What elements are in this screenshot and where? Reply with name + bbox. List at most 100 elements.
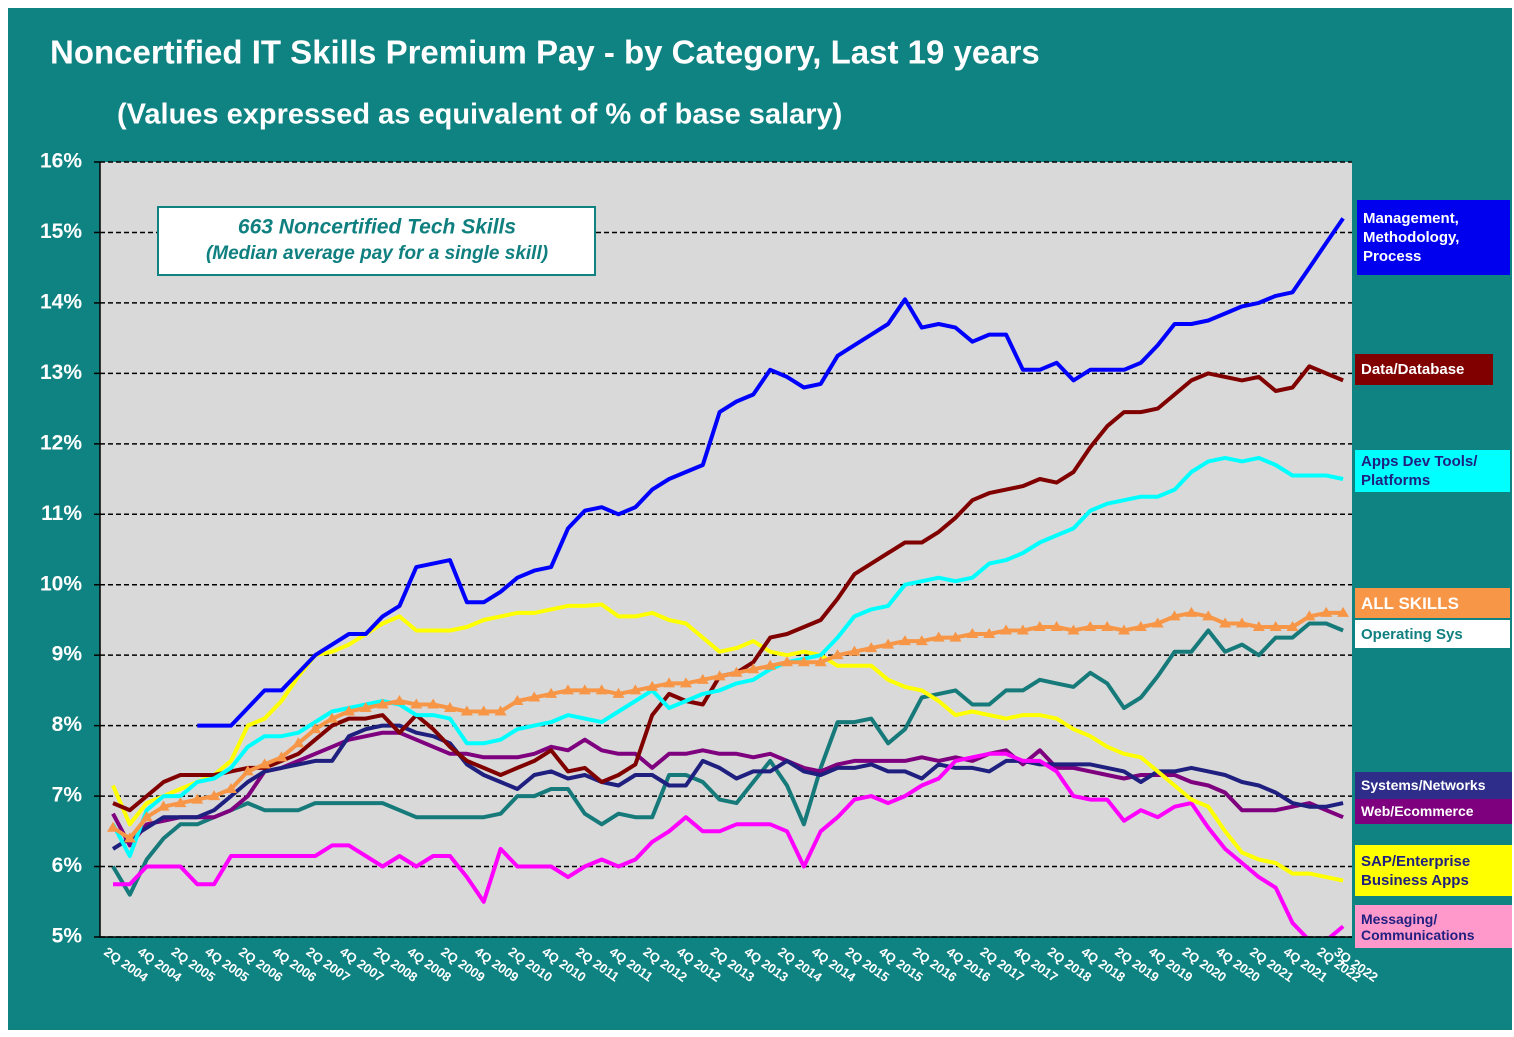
y-tick-label: 13% — [40, 361, 82, 384]
series-marker — [1016, 624, 1029, 635]
series-marker — [1000, 624, 1013, 635]
series-marker — [848, 645, 861, 656]
series-line — [111, 723, 1344, 851]
y-tick-label: 9% — [52, 643, 83, 666]
series-marker — [966, 628, 979, 639]
annotation: 663 Noncertified Tech Skills — [238, 216, 516, 239]
series-marker — [1303, 610, 1316, 621]
series-marker — [309, 723, 322, 734]
series-line — [197, 217, 1345, 728]
y-tick-label: 8% — [52, 713, 83, 736]
series-marker — [983, 628, 996, 639]
series-marker — [157, 800, 170, 811]
y-tick-label: 6% — [52, 854, 83, 877]
series-line — [111, 621, 1344, 897]
series-marker — [174, 797, 187, 808]
series-marker — [781, 656, 793, 667]
series-marker — [1067, 624, 1080, 635]
legend-label: Management, Methodology, Process — [1357, 200, 1510, 275]
grid — [100, 161, 1352, 938]
series-marker — [561, 684, 574, 695]
legend-label: Operating Sys — [1355, 620, 1510, 648]
series-marker — [1235, 617, 1248, 628]
annotation-box — [157, 206, 596, 276]
series-marker — [713, 670, 726, 681]
chart-title: Noncertified IT Skills Premium Pay - by … — [50, 34, 1040, 71]
chart-subtitle: (Values expressed as equivalent of % of … — [117, 99, 842, 131]
plot-area — [100, 162, 1352, 937]
series-marker — [444, 702, 456, 713]
series-marker — [646, 680, 659, 691]
y-tick-label: 7% — [52, 784, 83, 807]
series-line — [111, 455, 1344, 858]
series-marker — [1084, 621, 1097, 631]
series-marker — [814, 656, 827, 667]
series-marker — [1101, 621, 1114, 631]
series-marker — [898, 635, 911, 646]
series-marker — [342, 705, 355, 716]
series-marker — [595, 684, 608, 695]
series-marker — [1202, 610, 1215, 621]
series-marker — [393, 694, 406, 705]
series-marker — [460, 705, 473, 716]
legend-label: Data/Database — [1355, 354, 1493, 385]
series-marker — [1134, 621, 1147, 631]
legend-label: Web/Ecommerce — [1355, 799, 1512, 824]
y-tick-label: 15% — [40, 220, 82, 243]
y-tick-label: 14% — [40, 290, 82, 313]
series-marker — [663, 677, 676, 688]
series-marker — [747, 663, 760, 674]
series-marker — [764, 659, 777, 670]
series-marker — [258, 758, 271, 769]
series-marker — [831, 649, 844, 660]
series-marker — [1252, 621, 1265, 631]
series-marker — [140, 811, 153, 822]
series-marker — [797, 656, 810, 667]
series-marker — [477, 705, 490, 716]
series-marker — [376, 698, 389, 709]
legend-label: SAP/Enterprise Business Apps — [1355, 845, 1512, 896]
series-marker — [915, 635, 928, 646]
series-marker — [359, 702, 372, 713]
series-marker — [326, 712, 339, 723]
series-marker — [528, 691, 541, 702]
series-marker — [107, 821, 119, 832]
series-marker — [1286, 621, 1299, 631]
annotation: (Median average pay for a single skill) — [206, 243, 548, 264]
series-marker — [949, 631, 962, 642]
series-marker — [1168, 610, 1181, 621]
series-marker — [1219, 617, 1232, 628]
y-tick-label: 10% — [40, 572, 82, 595]
y-tick-label: 16% — [40, 150, 82, 173]
y-tick-label: 11% — [41, 502, 82, 525]
series-marker — [1151, 617, 1164, 628]
legend-label: Systems/Networks — [1355, 772, 1512, 799]
series-marker — [410, 698, 423, 709]
series-marker — [865, 642, 878, 653]
series-marker — [1320, 606, 1333, 617]
series-marker — [275, 751, 288, 762]
legend-label: ALL SKILLS — [1355, 588, 1510, 618]
lines — [107, 217, 1350, 937]
series-marker — [191, 793, 204, 804]
series-marker — [224, 783, 237, 794]
y-tick-label: 5% — [52, 925, 83, 948]
series-line — [113, 751, 1345, 937]
series-marker — [629, 684, 642, 695]
series-marker — [1050, 621, 1063, 631]
legend-label: Messaging/ Communications — [1355, 905, 1512, 948]
series-marker — [612, 687, 625, 698]
series-line — [111, 730, 1344, 848]
series-marker — [123, 832, 136, 843]
series-marker — [511, 694, 524, 705]
series-marker — [882, 638, 895, 649]
series-marker — [1185, 606, 1198, 617]
series-marker — [730, 666, 743, 677]
series-marker — [1337, 606, 1350, 617]
series-marker — [578, 684, 591, 695]
series-marker — [679, 677, 692, 688]
series-marker — [696, 673, 709, 684]
series-marker — [1118, 624, 1130, 635]
